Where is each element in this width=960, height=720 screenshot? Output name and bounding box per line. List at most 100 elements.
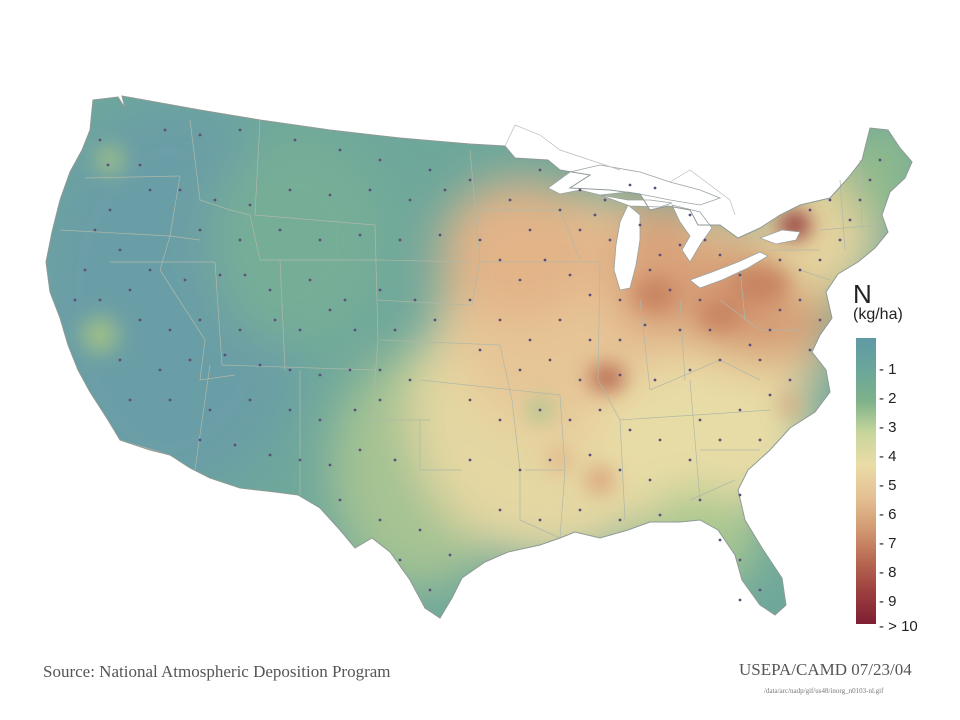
site-dot xyxy=(668,288,672,292)
site-dot xyxy=(243,273,247,277)
legend-label: - 6 xyxy=(879,506,897,523)
site-dot xyxy=(268,288,272,292)
site-dot xyxy=(198,228,202,232)
site-dot xyxy=(378,158,382,162)
legend-label: - 7 xyxy=(879,535,897,552)
site-dot xyxy=(248,203,252,207)
site-dot xyxy=(608,238,612,242)
site-dot xyxy=(658,253,662,257)
site-dot xyxy=(588,453,592,457)
site-dot xyxy=(538,518,542,522)
site-dot xyxy=(778,308,782,312)
site-dot xyxy=(158,368,162,372)
site-dot xyxy=(878,158,882,162)
site-dot xyxy=(758,438,762,442)
site-dot xyxy=(118,358,122,362)
site-dot xyxy=(738,493,742,497)
site-dot xyxy=(778,258,782,262)
lake-erie xyxy=(689,251,769,289)
monitoring-sites xyxy=(73,128,882,602)
site-dot xyxy=(538,408,542,412)
site-dot xyxy=(288,188,292,192)
site-dot xyxy=(718,438,722,442)
site-dot xyxy=(658,513,662,517)
site-dot xyxy=(498,258,502,262)
site-dot xyxy=(393,328,397,332)
site-dot xyxy=(413,298,417,302)
site-dot xyxy=(358,448,362,452)
great-lakes xyxy=(547,164,801,291)
site-dot xyxy=(353,328,357,332)
site-dot xyxy=(138,163,142,167)
site-dot xyxy=(718,253,722,257)
site-dot xyxy=(128,288,132,292)
site-dot xyxy=(408,198,412,202)
site-dot xyxy=(238,328,242,332)
site-dot xyxy=(358,233,362,237)
lake-superior xyxy=(547,164,722,206)
site-dot xyxy=(653,378,657,382)
site-dot xyxy=(198,438,202,442)
site-dot xyxy=(688,368,692,372)
site-dot xyxy=(278,228,282,232)
site-dot xyxy=(328,463,332,467)
site-dot xyxy=(418,528,422,532)
site-dot xyxy=(318,418,322,422)
site-dot xyxy=(428,168,432,172)
site-dot xyxy=(468,398,472,402)
site-dot xyxy=(648,268,652,272)
site-dot xyxy=(578,228,582,232)
site-dot xyxy=(758,358,762,362)
site-dot xyxy=(578,378,582,382)
site-dot xyxy=(628,428,632,432)
source-credit: Source: National Atmospheric Deposition … xyxy=(43,662,391,681)
site-dot xyxy=(558,208,562,212)
site-dot xyxy=(83,268,87,272)
site-dot xyxy=(268,453,272,457)
site-dot xyxy=(198,318,202,322)
site-dot xyxy=(698,418,702,422)
site-dot xyxy=(868,178,872,182)
site-dot xyxy=(498,508,502,512)
site-dot xyxy=(233,443,237,447)
site-dot xyxy=(328,193,332,197)
lake-huron xyxy=(671,204,713,263)
site-dot xyxy=(653,186,657,190)
state-borders xyxy=(59,119,881,539)
site-dot xyxy=(298,458,302,462)
site-dot xyxy=(678,243,682,247)
site-dot xyxy=(718,358,722,362)
legend-label: - 5 xyxy=(879,477,897,494)
site-dot xyxy=(618,338,622,342)
site-dot xyxy=(548,358,552,362)
site-dot xyxy=(148,268,152,272)
site-dot xyxy=(468,458,472,462)
site-dot xyxy=(468,298,472,302)
site-dot xyxy=(168,398,172,402)
site-dot xyxy=(848,218,852,222)
site-dot xyxy=(818,318,822,322)
legend-title: N xyxy=(853,279,872,309)
site-dot xyxy=(528,338,532,342)
site-dot xyxy=(478,238,482,242)
site-dot xyxy=(528,228,532,232)
site-dot xyxy=(838,238,842,242)
site-dot xyxy=(788,378,792,382)
legend-unit: (kg/ha) xyxy=(853,306,903,323)
site-dot xyxy=(443,188,447,192)
site-dot xyxy=(208,408,212,412)
site-dot xyxy=(718,538,722,542)
lake-michigan xyxy=(613,204,641,291)
site-dot xyxy=(568,418,572,422)
site-dot xyxy=(248,398,252,402)
site-dot xyxy=(183,278,187,282)
site-dot xyxy=(698,298,702,302)
site-dot xyxy=(603,198,607,202)
site-dot xyxy=(198,133,202,137)
site-dot xyxy=(798,298,802,302)
site-dot xyxy=(148,188,152,192)
legend-label: - 3 xyxy=(879,419,897,436)
site-dot xyxy=(353,408,357,412)
site-dot xyxy=(93,228,97,232)
site-dot xyxy=(348,368,352,372)
